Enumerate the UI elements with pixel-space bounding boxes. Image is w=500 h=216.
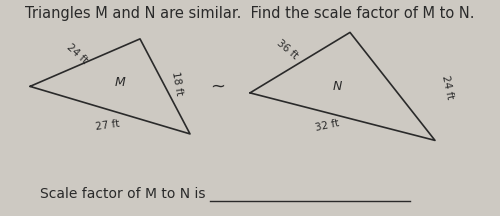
Text: 36 ft: 36 ft — [275, 38, 300, 61]
Text: 18 ft: 18 ft — [170, 70, 184, 96]
Text: ~: ~ — [210, 77, 225, 95]
Text: 24 ft: 24 ft — [65, 42, 90, 66]
Text: N: N — [333, 80, 342, 93]
Text: 32 ft: 32 ft — [314, 118, 340, 133]
Text: 27 ft: 27 ft — [95, 119, 120, 132]
Text: Scale factor of M to N is: Scale factor of M to N is — [40, 187, 205, 201]
Text: M: M — [114, 76, 126, 89]
Text: 24 ft: 24 ft — [440, 75, 455, 100]
Text: Triangles M and N are similar.  Find the scale factor of M to N.: Triangles M and N are similar. Find the … — [25, 6, 475, 21]
